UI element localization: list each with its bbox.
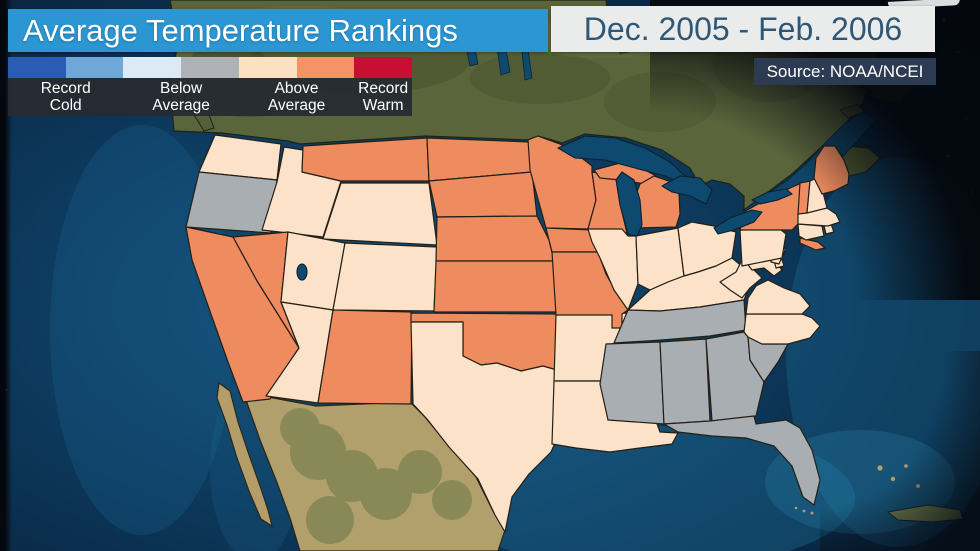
legend-swatch-near-average: [181, 57, 239, 78]
legend-swatch-record-cold: [8, 57, 66, 78]
date-range-box: Dec. 2005 - Feb. 2006: [551, 6, 935, 52]
state-colorado: [332, 242, 438, 312]
state-new-mexico: [317, 309, 413, 405]
legend-swatch-above-average: [238, 57, 297, 78]
source-text: Source: NOAA/NCEI: [766, 61, 924, 81]
mexico-landmass: [216, 382, 506, 551]
legend-label-record-cold: Record Cold: [40, 80, 91, 114]
legend-swatch-much-below-average: [65, 57, 124, 78]
state-nebraska: [435, 215, 555, 262]
state-texas: [410, 321, 562, 533]
legend-color-bar: [8, 57, 413, 78]
state-illinois: [587, 228, 639, 311]
state-california: [185, 226, 300, 403]
legend-swatch-below-average: [123, 57, 182, 78]
state-alabama: [659, 338, 711, 425]
state-kansas: [433, 260, 559, 313]
great-salt-lake: [296, 263, 308, 281]
legend-swatch-much-above-average: [296, 57, 355, 78]
state-montana: [301, 137, 430, 182]
baja-california: [216, 382, 273, 528]
state-wyoming: [322, 182, 438, 246]
legend-swatch-record-warm: [354, 57, 413, 78]
legend-label-band: Record Cold Below Average Above Average …: [8, 78, 412, 116]
state-arizona: [265, 301, 334, 404]
mexico-terrain-texture: [280, 408, 472, 544]
title-bar: Average Temperature Rankings: [8, 9, 548, 52]
state-tennessee: [613, 299, 747, 344]
legend-label-above-average: Above Average: [267, 80, 326, 114]
page-title: Average Temperature Rankings: [23, 12, 458, 48]
legend-label-record-warm: Record Warm: [358, 80, 409, 114]
florida-keys: [794, 506, 814, 515]
legend-label-below-average: Below Average: [152, 80, 210, 114]
source-box: Source: NOAA/NCEI: [754, 58, 936, 85]
state-north-carolina: [743, 313, 821, 345]
lake-michigan: [615, 171, 643, 237]
state-florida: [663, 415, 821, 506]
state-mississippi: [599, 341, 665, 425]
date-range-text: Dec. 2005 - Feb. 2006: [583, 10, 903, 47]
